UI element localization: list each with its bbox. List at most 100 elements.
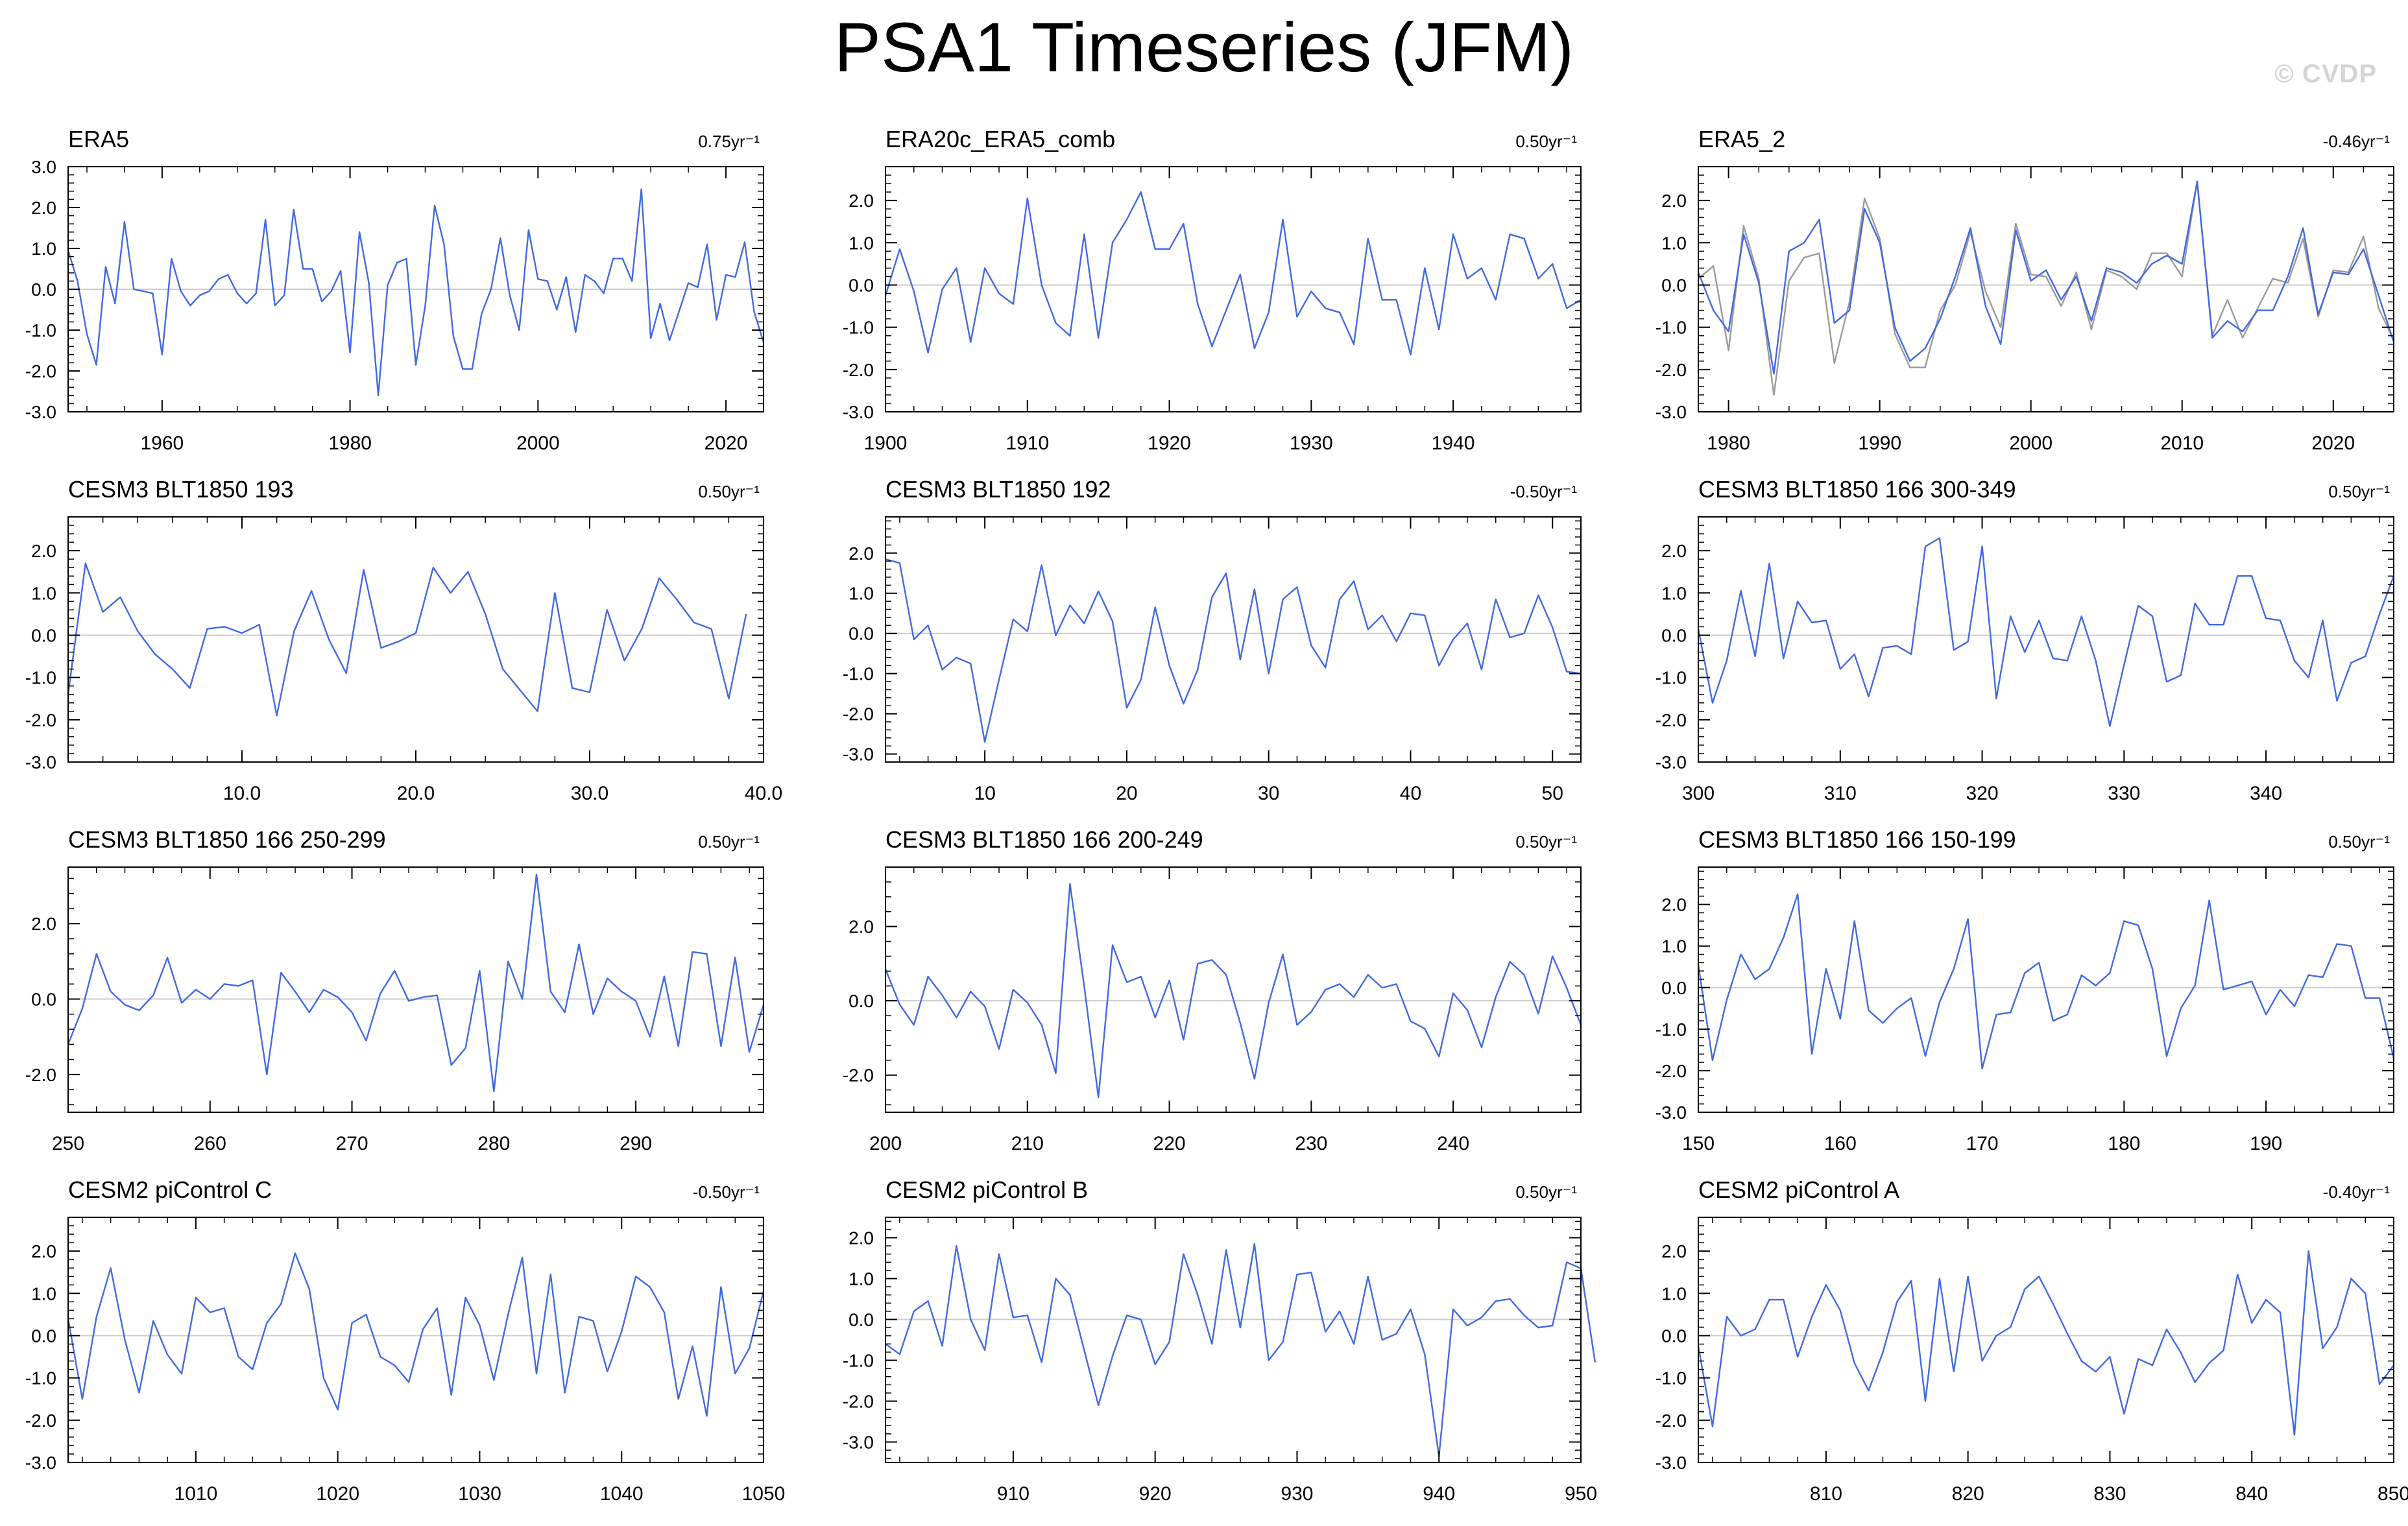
x-tick-label: 230 <box>1295 1133 1327 1154</box>
y-tick-label: -1.0 <box>1655 1019 1687 1040</box>
plot-frame <box>67 516 764 763</box>
y-tick-label: -1.0 <box>843 664 874 684</box>
panel-title: CESM2 piControl B <box>885 1176 1088 1203</box>
x-tick-label: 2010 <box>2160 433 2204 454</box>
x-tick-label: 20.0 <box>397 783 435 804</box>
y-tick-label: -3.0 <box>25 752 56 772</box>
panel-title: CESM3 BLT1850 193 <box>68 476 294 503</box>
x-tick-label: 40.0 <box>745 783 782 804</box>
y-tick-label: -1.0 <box>25 320 56 340</box>
panel-title: ERA5 <box>68 126 129 152</box>
page-title: PSA1 Timeseries (JFM) <box>834 8 1574 86</box>
x-tick-label: 20 <box>1116 783 1137 804</box>
y-tick-label: 1.0 <box>1661 1283 1687 1304</box>
panel-trend-label: 0.75yr⁻¹ <box>698 132 760 151</box>
y-tick-label: 2.0 <box>31 541 56 561</box>
plot-frame <box>1698 166 2394 412</box>
y-tick-label: 2.0 <box>31 914 56 934</box>
series-line-cesm3-blt1850-166-250-299 <box>67 874 765 1093</box>
x-tick-label: 280 <box>477 1133 510 1154</box>
x-tick-label: 210 <box>1011 1133 1044 1154</box>
y-tick-label: -2.0 <box>1655 360 1687 380</box>
y-tick-label: 0.0 <box>1661 1326 1687 1346</box>
y-tick-label: -2.0 <box>1655 710 1687 730</box>
panel-era20c-era5-comb: ERA20c_ERA5_comb 0.50yr⁻¹ 1900 1910 1920 1930… <box>843 126 1582 454</box>
x-tick-label: 940 <box>1423 1483 1455 1505</box>
panel-trend-label: 0.50yr⁻¹ <box>1515 1182 1577 1202</box>
x-tick-label: 2000 <box>516 433 560 454</box>
y-tick-label: 1.0 <box>1661 583 1687 603</box>
series-line-gray <box>1698 180 2395 396</box>
y-tick-label: -3.0 <box>843 745 874 765</box>
y-tick-label: -1.0 <box>25 668 56 688</box>
panel-trend-label: 0.50yr⁻¹ <box>2328 482 2390 501</box>
x-tick-label: 920 <box>1139 1483 1172 1505</box>
x-tick-label: 250 <box>52 1133 84 1154</box>
cvdp-watermark: © CVDP <box>2274 60 2377 88</box>
y-tick-label: 2.0 <box>849 543 874 564</box>
x-tick-label: 30.0 <box>571 783 608 804</box>
y-tick-label: 1.0 <box>31 583 56 603</box>
x-tick-label: 2000 <box>2009 433 2053 454</box>
plot-frame <box>67 1217 764 1463</box>
panel-title: ERA5_2 <box>1698 126 1785 152</box>
x-tick-label: 270 <box>336 1133 368 1154</box>
x-tick-label: 200 <box>869 1133 902 1154</box>
y-tick-label: 0.0 <box>1661 275 1687 295</box>
x-tick-label: 1930 <box>1290 433 1333 454</box>
plot-frame <box>885 1217 1582 1463</box>
series-line-era20c-era5-comb <box>884 191 1582 356</box>
y-tick-label: 3.0 <box>31 157 56 177</box>
x-tick-label: 1030 <box>458 1483 501 1505</box>
x-tick-label: 300 <box>1682 783 1715 804</box>
y-tick-label: -2.0 <box>843 1066 874 1086</box>
panel-trend-label: -0.46yr⁻¹ <box>2323 132 2390 151</box>
panel-cesm3-blt1850-166-300-349: CESM3 BLT1850 166 300-349 0.50yr⁻¹ 300 310 3… <box>1655 476 2395 804</box>
y-tick-label: -3.0 <box>1655 1103 1687 1123</box>
x-tick-label: 180 <box>2108 1133 2140 1154</box>
x-tick-label: 1050 <box>742 1483 786 1505</box>
plot-frame <box>1698 866 2394 1113</box>
y-tick-label: 1.0 <box>1661 233 1687 253</box>
panel-title: CESM3 BLT1850 166 250-299 <box>68 826 386 853</box>
y-tick-label: 1.0 <box>1661 936 1687 957</box>
series-line-cesm2-picontrol-b <box>885 1243 1596 1457</box>
y-tick-label: 1.0 <box>31 1283 56 1304</box>
x-tick-label: 2020 <box>704 433 748 454</box>
x-tick-label: 1960 <box>140 433 184 454</box>
series-line-cesm3-blt1850-193 <box>67 562 747 717</box>
x-tick-label: 1980 <box>328 433 372 454</box>
y-tick-label: -1.0 <box>1655 318 1687 338</box>
y-tick-label: 2.0 <box>1661 191 1687 211</box>
y-tick-label: 0.0 <box>31 1326 56 1346</box>
panel-title: ERA20c_ERA5_comb <box>885 126 1115 152</box>
y-tick-label: -3.0 <box>1655 402 1687 422</box>
y-tick-label: 0.0 <box>849 1310 874 1330</box>
x-tick-label: 1020 <box>316 1483 359 1505</box>
y-tick-label: 0.0 <box>849 624 874 644</box>
y-tick-label: -3.0 <box>843 402 874 422</box>
x-tick-label: 220 <box>1153 1133 1186 1154</box>
x-tick-label: 1910 <box>1005 433 1049 454</box>
x-tick-label: 1900 <box>864 433 908 454</box>
x-tick-label: 290 <box>620 1133 652 1154</box>
panel-era5-2: ERA5_2 -0.46yr⁻¹ 1980 1990 2000 2010 2020 -3.0 -… <box>1655 126 2395 454</box>
y-tick-label: -1.0 <box>25 1368 56 1389</box>
series-line-cesm2-picontrol-a <box>1697 1250 2394 1436</box>
x-tick-label: 910 <box>997 1483 1029 1505</box>
panel-trend-label: 0.50yr⁻¹ <box>1515 832 1577 852</box>
panel-cesm2-picontrol-b: CESM2 piControl B 0.50yr⁻¹ 910 920 930 940 950… <box>843 1176 1597 1505</box>
plot-frame <box>1698 516 2394 763</box>
x-tick-label: 850 <box>2378 1483 2408 1505</box>
y-tick-label: -2.0 <box>843 360 874 380</box>
panel-era5: ERA5 0.75yr⁻¹ 1960 1980 2000 2020 -3.0 -2.0 -1.0… <box>25 126 765 454</box>
panel-title: CESM2 piControl A <box>1698 1176 1899 1203</box>
y-tick-label: 0.0 <box>31 625 56 645</box>
x-tick-label: 160 <box>1824 1133 1857 1154</box>
y-tick-label: 0.0 <box>1661 625 1687 645</box>
x-tick-label: 1010 <box>175 1483 218 1505</box>
y-tick-label: 2.0 <box>849 191 874 211</box>
series-line-cesm3-blt1850-166-200-249 <box>884 883 1582 1099</box>
y-tick-label: -2.0 <box>25 361 56 381</box>
plot-frame <box>67 866 764 1113</box>
